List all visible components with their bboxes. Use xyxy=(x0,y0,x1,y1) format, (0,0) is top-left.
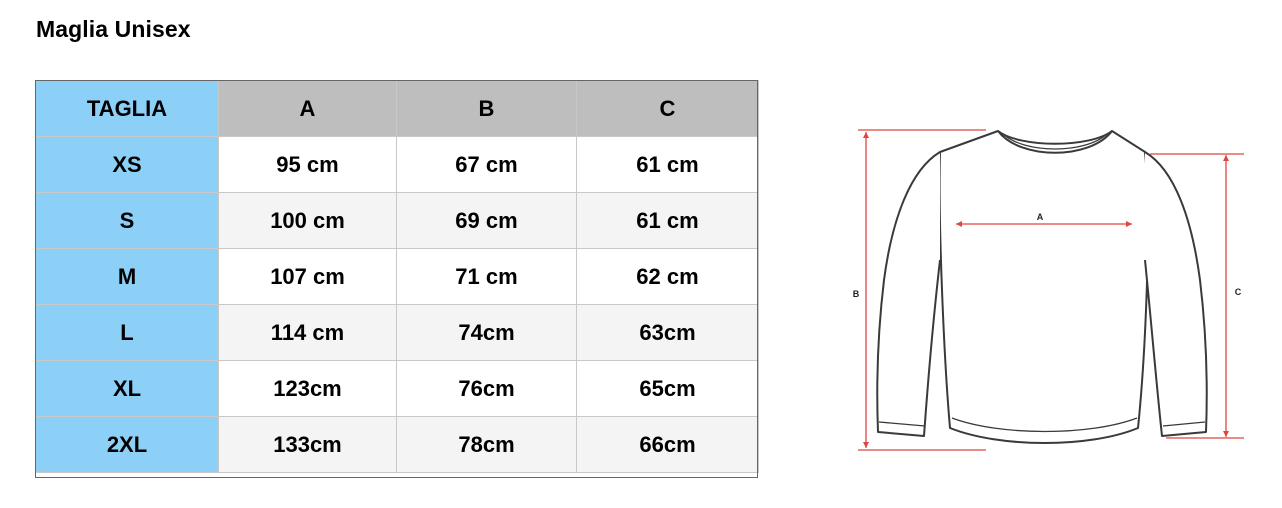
size-chart-table: TAGLIA A B C XS 95 cm 67 cm 61 cm S 100 … xyxy=(35,80,759,473)
size-cell: XS xyxy=(35,136,219,193)
measure-a-cell: 114 cm xyxy=(218,304,397,361)
table-row: XL 123cm 76cm 65cm xyxy=(35,360,759,417)
measure-c-cell: 61 cm xyxy=(576,136,759,193)
table-header-row: TAGLIA A B C xyxy=(35,80,759,137)
table-row: XS 95 cm 67 cm 61 cm xyxy=(35,136,759,193)
diagram-label-b: B xyxy=(853,289,860,299)
sweater-body xyxy=(938,130,1149,444)
sweater-right-sleeve xyxy=(1144,151,1208,437)
size-cell: M xyxy=(35,248,219,305)
size-cell: L xyxy=(35,304,219,361)
measure-b-cell: 78cm xyxy=(396,416,577,473)
diagram-label-c: C xyxy=(1235,287,1242,297)
measure-b-cell: 74cm xyxy=(396,304,577,361)
table-row: S 100 cm 69 cm 61 cm xyxy=(35,192,759,249)
header-c: C xyxy=(576,80,759,137)
measure-c-cell: 61 cm xyxy=(576,192,759,249)
measure-c-cell: 65cm xyxy=(576,360,759,417)
size-cell: XL xyxy=(35,360,219,417)
measure-c-cell: 63cm xyxy=(576,304,759,361)
measure-a-cell: 95 cm xyxy=(218,136,397,193)
sweater-measurement-diagram: A B C xyxy=(853,129,1244,451)
table-row: L 114 cm 74cm 63cm xyxy=(35,304,759,361)
page-title: Maglia Unisex xyxy=(36,16,191,42)
measure-a-cell: 107 cm xyxy=(218,248,397,305)
sweater-outline xyxy=(876,130,1208,444)
measure-a-cell: 100 cm xyxy=(218,192,397,249)
measure-b-cell: 71 cm xyxy=(396,248,577,305)
header-a: A xyxy=(218,80,397,137)
table-row: 2XL 133cm 78cm 66cm xyxy=(35,416,759,473)
measure-c-cell: 62 cm xyxy=(576,248,759,305)
measure-a-cell: 123cm xyxy=(218,360,397,417)
size-cell: S xyxy=(35,192,219,249)
measure-b-cell: 69 cm xyxy=(396,192,577,249)
diagram-label-a: A xyxy=(1037,212,1044,222)
sweater-collar xyxy=(997,130,1113,145)
header-b: B xyxy=(396,80,577,137)
measure-c-cell: 66cm xyxy=(576,416,759,473)
measure-b-cell: 76cm xyxy=(396,360,577,417)
table-row: M 107 cm 71 cm 62 cm xyxy=(35,248,759,305)
measure-b-cell: 67 cm xyxy=(396,136,577,193)
size-cell: 2XL xyxy=(35,416,219,473)
sweater-left-sleeve xyxy=(876,151,941,437)
header-taglia: TAGLIA xyxy=(35,80,219,137)
measure-a-cell: 133cm xyxy=(218,416,397,473)
